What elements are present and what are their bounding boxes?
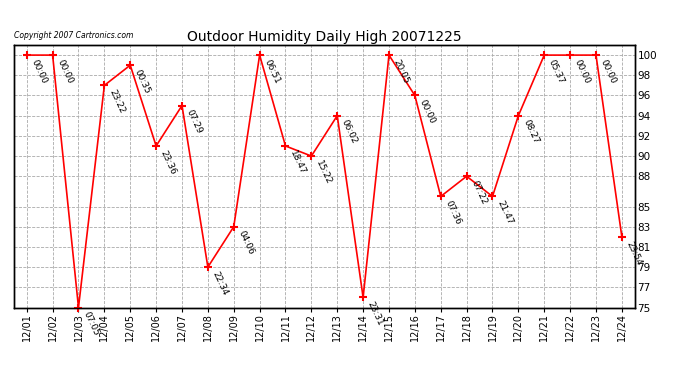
- Text: 22:34: 22:34: [210, 270, 230, 297]
- Text: 06:51: 06:51: [262, 58, 282, 85]
- Text: 06:02: 06:02: [340, 118, 359, 146]
- Text: 04:06: 04:06: [237, 230, 255, 256]
- Text: 00:00: 00:00: [573, 58, 592, 85]
- Text: 00:00: 00:00: [30, 58, 48, 85]
- Text: 00:00: 00:00: [417, 98, 437, 126]
- Text: 07:29: 07:29: [185, 108, 204, 135]
- Text: 23:31: 23:31: [366, 300, 385, 327]
- Text: 00:00: 00:00: [55, 58, 75, 85]
- Title: Outdoor Humidity Daily High 20071225: Outdoor Humidity Daily High 20071225: [187, 30, 462, 44]
- Text: 23:36: 23:36: [159, 149, 178, 176]
- Text: 08:27: 08:27: [521, 118, 540, 146]
- Text: 18:47: 18:47: [288, 149, 307, 176]
- Text: Copyright 2007 Cartronics.com: Copyright 2007 Cartronics.com: [14, 31, 133, 40]
- Text: 00:35: 00:35: [133, 68, 152, 95]
- Text: 15:22: 15:22: [314, 159, 333, 186]
- Text: 23:22: 23:22: [107, 88, 126, 115]
- Text: 23:54: 23:54: [624, 240, 644, 267]
- Text: 05:37: 05:37: [547, 58, 566, 85]
- Text: 07:22: 07:22: [469, 179, 489, 206]
- Text: 07:05: 07:05: [81, 310, 100, 338]
- Text: 20:05: 20:05: [392, 58, 411, 85]
- Text: 00:00: 00:00: [599, 58, 618, 85]
- Text: 21:47: 21:47: [495, 199, 514, 226]
- Text: 07:36: 07:36: [444, 199, 462, 226]
